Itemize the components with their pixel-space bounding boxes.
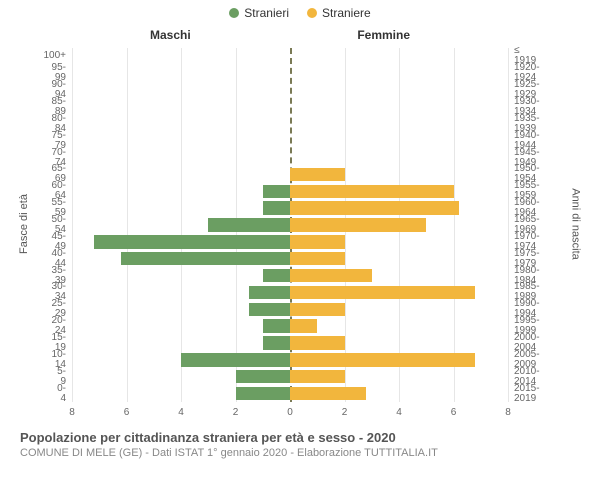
footer: Popolazione per cittadinanza straniera p…: [20, 430, 580, 459]
bar-row: [72, 218, 508, 231]
bar-row: [72, 286, 508, 299]
bar-row: [72, 201, 508, 214]
bar-female: [290, 303, 345, 316]
bar-row: [72, 100, 508, 113]
x-tick-label: 8: [505, 407, 511, 418]
bar-female: [290, 269, 372, 282]
legend-label: Straniere: [322, 6, 371, 20]
plot-area: 864202468100+≤ 191995-991920-192490-9419…: [72, 48, 508, 402]
bar-row: [72, 50, 508, 63]
bar-row: [72, 117, 508, 130]
bar-female: [290, 185, 454, 198]
x-tick-label: 4: [396, 407, 402, 418]
bar-female: [290, 336, 345, 349]
bar-female: [290, 370, 345, 383]
bar-male: [94, 235, 290, 248]
bar-row: [72, 303, 508, 316]
bar-female: [290, 168, 345, 181]
y-axis-title-left: Fasce di età: [18, 194, 30, 254]
bar-male: [263, 201, 290, 214]
bar-row: [72, 252, 508, 265]
bar-row: [72, 151, 508, 164]
bar-male: [263, 269, 290, 282]
bar-row: [72, 269, 508, 282]
bar-row: [72, 336, 508, 349]
bar-row: [72, 387, 508, 400]
bar-female: [290, 353, 475, 366]
age-label: 100+: [43, 51, 66, 61]
bar-row: [72, 235, 508, 248]
bar-female: [290, 235, 345, 248]
x-tick-label: 0: [287, 407, 293, 418]
bar-male: [236, 370, 291, 383]
bar-male: [181, 353, 290, 366]
chart-title: Popolazione per cittadinanza straniera p…: [20, 430, 580, 445]
age-label: 0-4: [57, 384, 66, 404]
gridline: [508, 48, 509, 402]
column-title-female: Femmine: [357, 28, 410, 42]
chart-area: Maschi Femmine Fasce di età Anni di nasc…: [20, 24, 580, 424]
bar-row: [72, 353, 508, 366]
legend-label: Stranieri: [244, 6, 289, 20]
circle-icon: [307, 8, 317, 18]
bar-male: [263, 336, 290, 349]
bar-male: [121, 252, 290, 265]
legend-item-male: Stranieri: [229, 6, 289, 20]
bar-female: [290, 286, 475, 299]
bar-female: [290, 252, 345, 265]
legend-item-female: Straniere: [307, 6, 371, 20]
chart-subtitle: COMUNE DI MELE (GE) - Dati ISTAT 1° genn…: [20, 447, 580, 459]
x-tick-label: 2: [233, 407, 239, 418]
bar-row: [72, 319, 508, 332]
bar-male: [249, 286, 290, 299]
bar-male: [249, 303, 290, 316]
bar-male: [208, 218, 290, 231]
bar-female: [290, 319, 317, 332]
bar-row: [72, 185, 508, 198]
bar-row: [72, 83, 508, 96]
x-tick-label: 8: [69, 407, 75, 418]
y-axis-title-right: Anni di nascita: [570, 188, 582, 260]
birth-label: 2015-2019: [514, 384, 540, 404]
bar-female: [290, 218, 426, 231]
bar-row: [72, 168, 508, 181]
column-title-male: Maschi: [150, 28, 191, 42]
x-tick-label: 2: [342, 407, 348, 418]
x-tick-label: 6: [451, 407, 457, 418]
bar-male: [263, 185, 290, 198]
x-tick-label: 4: [178, 407, 184, 418]
bar-row: [72, 67, 508, 80]
bar-row: [72, 134, 508, 147]
bar-female: [290, 387, 366, 400]
bar-male: [263, 319, 290, 332]
legend: Stranieri Straniere: [0, 0, 600, 20]
bar-female: [290, 201, 459, 214]
bar-row: [72, 370, 508, 383]
bar-male: [236, 387, 291, 400]
circle-icon: [229, 8, 239, 18]
x-tick-label: 6: [124, 407, 130, 418]
